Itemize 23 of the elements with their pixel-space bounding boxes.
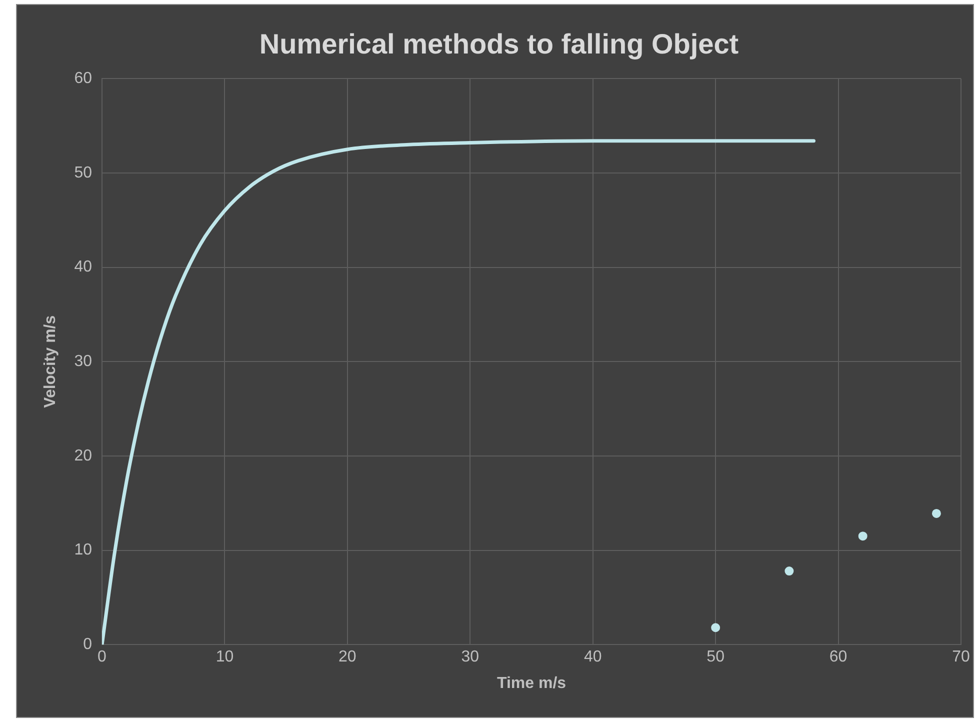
y-tick-label: 30 (74, 353, 92, 370)
x-tick-label: 30 (461, 648, 480, 666)
point (932, 508, 941, 518)
line-series (102, 139, 816, 645)
y-tick-label: 40 (74, 258, 92, 276)
point (784, 566, 794, 576)
x-tick-label: 10 (216, 648, 234, 666)
x-tick-label: 50 (706, 648, 725, 666)
y-tick-label: 20 (74, 447, 92, 464)
y-tick-label: 0 (83, 636, 92, 654)
y-tick-label: 60 (74, 70, 92, 88)
y-tick-label: 10 (74, 542, 92, 559)
point (711, 623, 720, 632)
x-tick-label: 60 (829, 648, 848, 666)
y-tick-label: 50 (74, 164, 92, 182)
x-tick-label: 0 (98, 648, 107, 666)
y-axis-title: Velocity m/s (42, 315, 60, 408)
chart-title: Numerical methods to falling Object (259, 28, 739, 60)
x-tick-label: 70 (952, 648, 970, 666)
x-tick-label: 20 (338, 648, 356, 666)
x-axis-title: Time m/s (496, 674, 566, 692)
point (858, 532, 868, 541)
x-tick-label: 40 (584, 648, 602, 666)
